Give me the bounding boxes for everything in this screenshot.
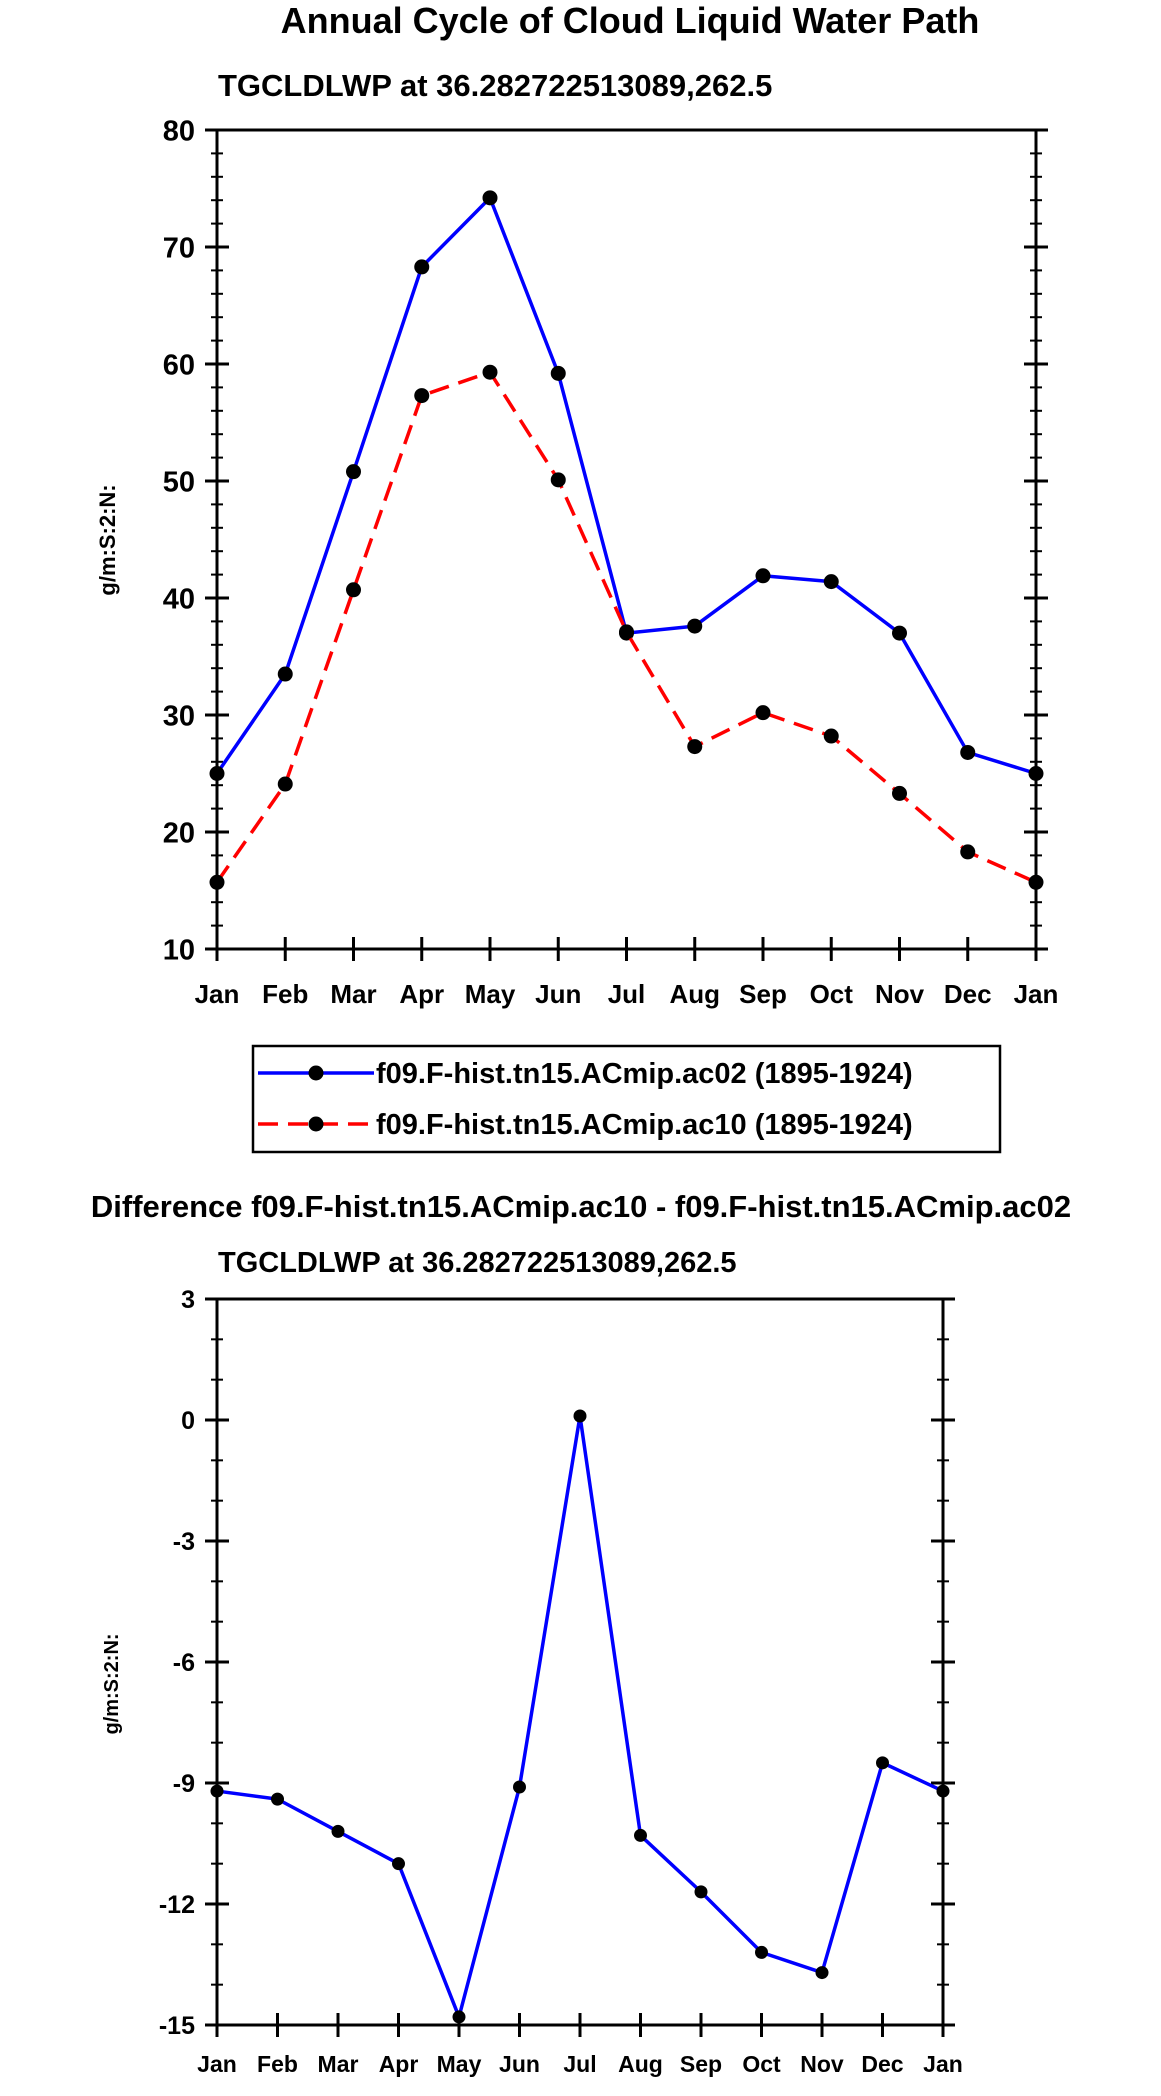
chart1-series-1-point: [346, 464, 361, 480]
chart1-ytick-label: 50: [163, 466, 195, 498]
chart2-ytick-label: -6: [173, 1649, 195, 1677]
chart1-legend: f09.F-hist.tn15.ACmip.ac02 (1895-1924) f…: [251, 1044, 1002, 1154]
chart1-series-1-point: [687, 618, 703, 634]
chart2-xtick-label: Nov: [800, 2051, 844, 2077]
chart1-series-2-point: [346, 582, 361, 598]
chart2-xtick-label: Dec: [861, 2051, 903, 2077]
chart2-ylabel: g/m:S:2:N:: [101, 1633, 123, 1734]
chart1-xtick-label: Aug: [669, 979, 720, 1009]
chart1-xtick-label: Apr: [399, 979, 444, 1009]
chart2-ytick-label: -9: [173, 1770, 195, 1798]
chart2-xtick-label: Jun: [499, 2051, 540, 2077]
chart2-series-1-point: [815, 1966, 829, 1980]
chart1-title: Annual Cycle of Cloud Liquid Water Path: [281, 0, 980, 41]
chart2-ytick-label: 3: [181, 1286, 195, 1314]
chart1-series-1-point: [823, 574, 839, 590]
chart2-xtick-label: Jan: [923, 2051, 963, 2077]
chart1-series-2-point: [755, 705, 771, 721]
chart2-series-1-line: [216, 1414, 944, 2019]
chart1-xtick-label: Jan: [195, 979, 240, 1009]
chart2-series-1-point: [694, 1885, 708, 1899]
chart2-plot-area: -15 -12 -9 -6 -3 0 3 Jan Feb Mar Apr May Jun Jul Aug Se…: [159, 1286, 963, 2077]
chart2-series-1-point: [271, 1792, 284, 1806]
chart2-series-1-point: [755, 1945, 768, 1959]
chart2-series-1-point: [876, 1756, 889, 1770]
chart1-ytick-label: 80: [163, 115, 195, 147]
chart1-xtick-label: May: [465, 979, 516, 1009]
chart1-series-2-point: [619, 624, 634, 640]
chart1-ytick-label: 10: [163, 934, 195, 966]
chart1-series-1-point: [550, 365, 566, 381]
chart1-series-2-point: [482, 364, 498, 380]
chart2-ytick-label: -12: [159, 1891, 195, 1919]
chart1-xtick-label: Jul: [608, 979, 646, 1009]
chart2-xtick-label: Feb: [257, 2051, 298, 2077]
chart2-series-1-point: [573, 1409, 587, 1423]
chart1-xtick-label: Feb: [262, 979, 308, 1009]
chart1-frame: [215, 128, 1038, 951]
chart2-frame: [215, 1297, 945, 2027]
chart1-xtick-label: Jan: [1014, 979, 1059, 1009]
chart2-xtick-label: Jan: [197, 2051, 237, 2077]
chart1-series-1-point: [1028, 766, 1044, 781]
chart1-series-1-point: [960, 744, 976, 760]
chart1-ylabel: g/m:S:2:N:: [95, 484, 120, 595]
chart1-ytick-label: 20: [163, 817, 195, 849]
chart2-series-1-point: [392, 1857, 405, 1871]
chart1-xtick-label: Nov: [875, 979, 925, 1009]
chart1-series-2-point: [277, 776, 293, 792]
chart1-xtick-label: Mar: [330, 979, 376, 1009]
chart2-ytick-label: -15: [159, 2012, 195, 2040]
chart1-ytick-label: 60: [163, 349, 195, 381]
chart1-series-1-point: [755, 568, 771, 584]
chart1-series-2-point: [960, 844, 976, 860]
chart2-xtick-label: Apr: [379, 2051, 419, 2077]
chart2-series-1-point: [634, 1828, 647, 1842]
chart2-xtick-label: Oct: [742, 2051, 781, 2077]
chart2-series-1-point: [331, 1824, 345, 1838]
chart1-series-1-point: [414, 259, 430, 275]
chart2-xtick-label: Mar: [318, 2051, 359, 2077]
legend-label-series-1: f09.F-hist.tn15.ACmip.ac02 (1895-1924): [376, 1058, 913, 1090]
chart1-series-2-point: [892, 785, 907, 801]
legend-box: [251, 1044, 1002, 1154]
chart1-plot-area: 10 20 30 40 50 60 70 80 Jan Feb Mar Apr May Jun Jul Aug…: [163, 115, 1059, 1009]
chart1-series-1-line: [215, 196, 1037, 776]
chart1-series-2-point: [823, 728, 839, 744]
chart2-xtick-label: Sep: [680, 2051, 722, 2077]
chart2-ytick-label: -3: [173, 1528, 195, 1556]
chart1-ytick-label: 70: [163, 232, 195, 264]
chart1-subtitle: TGCLDLWP at 36.282722513089,262.5: [218, 68, 772, 103]
chart1-xtick-label: Jun: [535, 979, 581, 1009]
chart1-xtick-label: Dec: [944, 979, 992, 1009]
chart1-series-1-point: [482, 190, 498, 206]
chart1-series-2-point: [550, 472, 566, 488]
legend-marker-series-2: [308, 1116, 324, 1132]
chart1-series-2-point: [687, 739, 703, 755]
chart1-series-1-point: [277, 666, 293, 682]
chart1-series-2-point: [1028, 874, 1044, 890]
chart1-ytick-label: 30: [163, 700, 195, 732]
chart2-xtick-label: Jul: [563, 2051, 596, 2077]
chart1-series-2-point: [414, 388, 430, 404]
chart1-xtick-label: Sep: [739, 979, 787, 1009]
chart1-xtick-label: Oct: [810, 979, 854, 1009]
chart2-xtick-label: Aug: [618, 2051, 663, 2077]
chart1-ytick-label: 40: [163, 583, 195, 615]
chart2-series-1-point: [513, 1780, 526, 1794]
chart1-series-1-point: [209, 766, 225, 781]
chart1-series-2-point: [209, 874, 225, 890]
legend-label-series-2: f09.F-hist.tn15.ACmip.ac10 (1895-1924): [376, 1109, 913, 1141]
chart1-series-1-point: [892, 625, 907, 641]
chart2-xtick-label: May: [437, 2051, 482, 2077]
chart2-ytick-label: 0: [181, 1407, 195, 1435]
legend-marker-series-1: [308, 1065, 324, 1081]
chart2-series-1-point: [936, 1784, 950, 1798]
chart2-series-1-point: [452, 2010, 466, 2024]
chart2-series-1-point: [210, 1784, 224, 1798]
chart2-title: Difference f09.F-hist.tn15.ACmip.ac10 - …: [91, 1189, 1071, 1224]
chart2-subtitle: TGCLDLWP at 36.282722513089,262.5: [218, 1247, 737, 1279]
